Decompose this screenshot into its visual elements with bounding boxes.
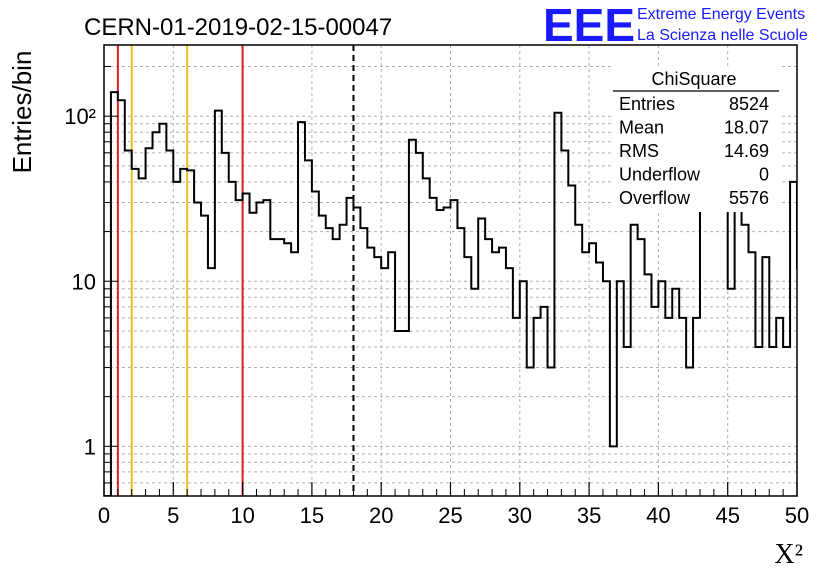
x-tick-label: 20 bbox=[369, 503, 393, 528]
stats-box-title: ChiSquare bbox=[651, 69, 736, 89]
logo-line-1: Extreme Energy Events bbox=[637, 6, 805, 23]
x-tick-label: 0 bbox=[98, 503, 110, 528]
stats-row-value: 8524 bbox=[729, 94, 769, 114]
histogram-outline bbox=[104, 91, 797, 496]
run-title: CERN-01-2019-02-15-00047 bbox=[84, 14, 392, 41]
x-tick-label: 30 bbox=[508, 503, 532, 528]
stats-row-value: 5576 bbox=[729, 188, 769, 208]
stats-row-label: Entries bbox=[619, 94, 675, 114]
stats-row-value: 14.69 bbox=[724, 141, 769, 161]
stats-row-label: Overflow bbox=[619, 188, 691, 208]
y-tick-label: 1 bbox=[84, 434, 96, 459]
y-tick-label: 10² bbox=[64, 104, 96, 129]
y-axis-label: Entries/bin bbox=[7, 51, 37, 174]
logo-line-2: La Scienza nelle Scuole bbox=[637, 27, 808, 44]
x-axis-label: X² bbox=[774, 539, 803, 570]
x-tick-label: 10 bbox=[230, 503, 254, 528]
stats-rows: Entries 8524 Mean 18.07 RMS 14.69 Underflow 0 Ov… bbox=[619, 94, 769, 208]
stats-box-background bbox=[613, 66, 779, 212]
histogram-layer bbox=[104, 91, 797, 496]
x-tick-label: 25 bbox=[438, 503, 462, 528]
stats-box: ChiSquare Entries 8524 Mean 18.07 RMS 14.69 Un… bbox=[613, 66, 779, 212]
x-tick-label: 35 bbox=[577, 503, 601, 528]
x-tick-label: 40 bbox=[646, 503, 670, 528]
x-tick-label: 45 bbox=[715, 503, 739, 528]
stats-row-label: RMS bbox=[619, 141, 659, 161]
vertical-marker-lines bbox=[116, 45, 355, 496]
eee-logo: EEE bbox=[543, 0, 635, 51]
x-tick-label: 15 bbox=[300, 503, 324, 528]
x-tick-label: 5 bbox=[167, 503, 179, 528]
x-tick-label: 50 bbox=[785, 503, 809, 528]
y-tick-label: 10 bbox=[72, 269, 96, 294]
stats-row-label: Underflow bbox=[619, 165, 701, 185]
tick-layer: 0 5 10 15 20 25 30 35 40 45 50 1 10 10² bbox=[64, 66, 809, 528]
stats-row-value: 18.07 bbox=[724, 118, 769, 138]
stats-row-label: Mean bbox=[619, 118, 664, 138]
stats-row-value: 0 bbox=[759, 165, 769, 185]
